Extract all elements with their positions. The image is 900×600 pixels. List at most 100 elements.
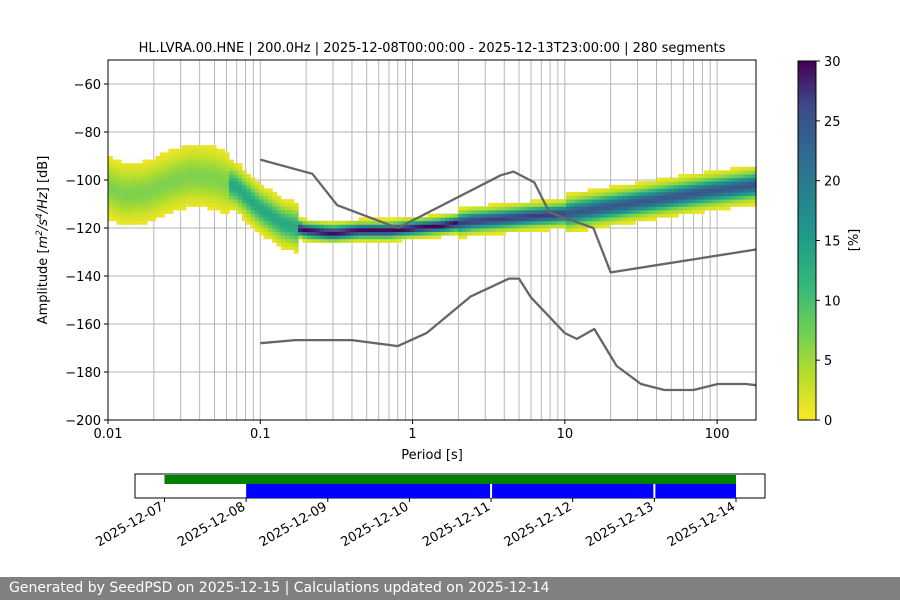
heatmap-cell	[254, 199, 260, 204]
heatmap-cell	[648, 181, 653, 186]
heatmap-cell	[181, 145, 187, 150]
heatmap-cell	[129, 192, 135, 196]
heatmap-cell	[734, 166, 740, 171]
heatmap-cell	[483, 220, 489, 225]
heatmap-layer	[108, 145, 757, 254]
heatmap-cell	[216, 148, 221, 153]
heatmap-cell	[449, 213, 455, 218]
heatmap-cell	[574, 202, 580, 207]
heatmap-cell	[354, 238, 360, 243]
heatmap-cell	[203, 159, 208, 164]
heatmap-cell	[570, 217, 576, 222]
heatmap-cell	[552, 220, 558, 225]
heatmap-cell	[522, 213, 528, 218]
heatmap-cell	[177, 174, 183, 178]
heatmap-cell	[220, 192, 226, 196]
heatmap-cell	[172, 170, 178, 175]
heatmap-cell	[488, 220, 494, 225]
heatmap-cell	[177, 148, 183, 153]
heatmap-cell	[272, 206, 278, 211]
heatmap-cell	[203, 163, 208, 168]
heatmap-cell	[116, 195, 122, 200]
heatmap-cell	[639, 184, 645, 189]
heatmap-cell	[561, 220, 567, 225]
heatmap-cell	[583, 210, 589, 214]
heatmap-cell	[613, 206, 619, 211]
data-availability-bar	[164, 475, 736, 484]
heatmap-cell	[263, 220, 269, 225]
heatmap-cell	[544, 228, 550, 232]
heatmap-cell	[600, 217, 606, 222]
heatmap-cell	[730, 184, 735, 189]
heatmap-cell	[241, 199, 247, 204]
heatmap-cell	[220, 202, 226, 207]
heatmap-cell	[185, 184, 191, 189]
heatmap-cell	[228, 177, 234, 182]
heatmap-cell	[544, 210, 550, 214]
heatmap-cell	[423, 231, 429, 236]
heatmap-cell	[138, 181, 144, 186]
heatmap-cell	[419, 231, 424, 236]
heatmap-cell	[319, 220, 325, 225]
heatmap-cell	[237, 177, 243, 182]
heatmap-cell	[151, 177, 157, 182]
heatmap-cell	[237, 195, 243, 200]
heatmap-cell	[509, 202, 515, 207]
heatmap-cell	[155, 166, 161, 171]
heatmap-cell	[190, 192, 195, 196]
heatmap-cell	[168, 206, 174, 211]
heatmap-cell	[410, 235, 416, 240]
heatmap-cell	[358, 217, 364, 222]
heatmap-cell	[276, 195, 282, 200]
heatmap-cell	[293, 231, 299, 236]
heatmap-cell	[151, 195, 157, 200]
heatmap-cell	[371, 231, 377, 236]
heatmap-cell	[194, 152, 200, 157]
heatmap-cell	[496, 220, 502, 225]
heatmap-cell	[129, 199, 135, 204]
heatmap-cell	[280, 220, 286, 225]
heatmap-cell	[138, 177, 144, 182]
heatmap-cell	[635, 202, 640, 207]
heatmap-cell	[570, 224, 576, 229]
heatmap-cell	[254, 181, 260, 186]
heatmap-cell	[734, 202, 740, 207]
heatmap-cell	[583, 220, 589, 225]
heatmap-cell	[172, 156, 178, 160]
heatmap-cell	[211, 174, 217, 178]
heatmap-cell	[267, 202, 273, 207]
heatmap-cell	[246, 184, 252, 189]
heatmap-cell	[682, 184, 688, 189]
heatmap-cell	[237, 181, 243, 186]
heatmap-cell	[682, 202, 688, 207]
heatmap-cell	[241, 170, 247, 175]
heatmap-cell	[129, 217, 135, 222]
heatmap-cell	[155, 188, 161, 193]
heatmap-cell	[159, 159, 165, 164]
heatmap-cell	[289, 220, 295, 225]
heatmap-cell	[708, 206, 714, 211]
heatmap-cell	[457, 224, 463, 229]
heatmap-cell	[116, 220, 122, 225]
heatmap-cell	[514, 213, 519, 218]
heatmap-cell	[747, 195, 753, 200]
heatmap-cell	[172, 177, 178, 182]
heatmap-cell	[743, 184, 748, 189]
heatmap-cell	[211, 166, 217, 171]
heatmap-cell	[730, 181, 735, 186]
heatmap-cell	[440, 213, 446, 218]
heatmap-cell	[211, 188, 217, 193]
heatmap-cell	[600, 224, 606, 229]
heatmap-cell	[185, 156, 191, 160]
heatmap-cell	[142, 166, 148, 171]
heatmap-cell	[133, 174, 139, 178]
heatmap-cell	[108, 177, 113, 182]
heatmap-cell	[444, 220, 450, 225]
heatmap-cell	[112, 184, 118, 189]
heatmap-cell	[246, 217, 252, 222]
heatmap-cell	[643, 184, 649, 189]
heatmap-cell	[185, 192, 191, 196]
heatmap-cell	[349, 231, 355, 236]
heatmap-cell	[462, 224, 468, 229]
heatmap-cell	[142, 159, 148, 164]
